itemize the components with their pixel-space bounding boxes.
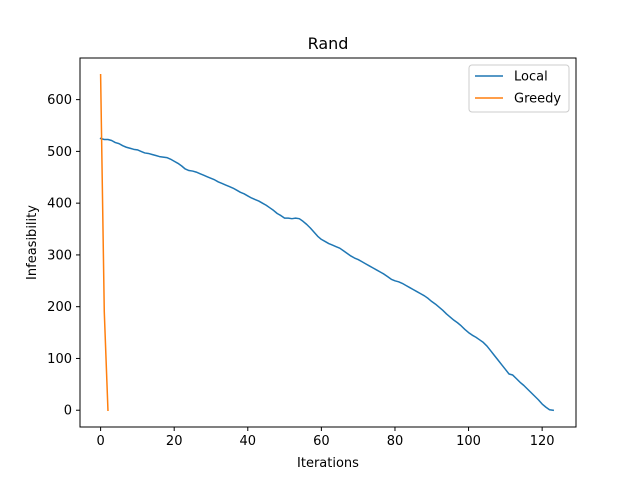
ticks-layer: 0 20 40 60 80 100 120 0 100 200 300 400 500 600	[47, 93, 554, 449]
x-axis-title: Iterations	[297, 456, 359, 471]
x-tick-label: 60	[313, 434, 330, 449]
plot-frame	[79, 57, 577, 428]
x-tick-label: 100	[456, 434, 481, 449]
legend-label-local: Local	[514, 70, 548, 85]
series-layer	[99, 74, 555, 412]
y-axis-title: Infeasibility	[25, 205, 40, 280]
x-tick-label: 80	[387, 434, 404, 449]
chart-title: Rand	[308, 34, 349, 53]
series-line-greedy	[99, 74, 109, 412]
series-line-local	[99, 137, 555, 412]
y-tick-label: 400	[47, 197, 72, 212]
y-tick-label: 500	[47, 145, 72, 160]
y-tick-label: 300	[47, 248, 72, 263]
y-tick-label: 0	[64, 404, 72, 419]
y-tick-label: 100	[47, 352, 72, 367]
x-tick-label: 20	[166, 434, 183, 449]
legend: Local Greedy	[468, 64, 570, 113]
y-tick-label: 200	[47, 300, 72, 315]
legend-label-greedy: Greedy	[514, 92, 561, 107]
x-tick-label: 120	[530, 434, 555, 449]
x-tick-label: 0	[96, 434, 104, 449]
x-tick-label: 40	[240, 434, 257, 449]
y-tick-label: 600	[47, 93, 72, 108]
